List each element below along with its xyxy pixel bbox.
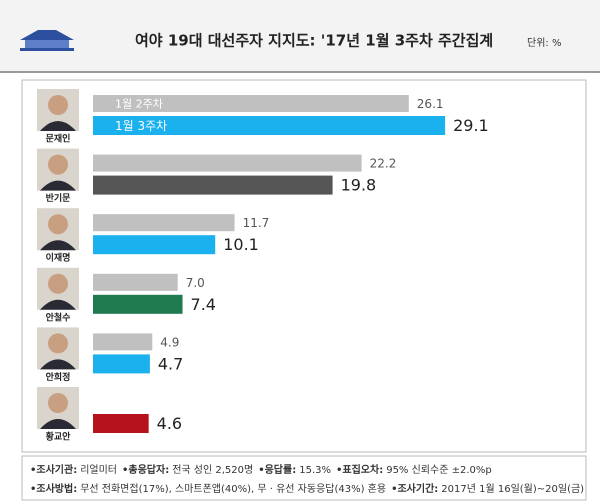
value-label: 4.7 bbox=[158, 354, 183, 373]
portrait-head bbox=[48, 273, 68, 294]
bar bbox=[93, 175, 333, 195]
bar bbox=[93, 235, 216, 255]
portrait bbox=[37, 208, 79, 251]
bar bbox=[93, 116, 446, 135]
portrait bbox=[37, 327, 79, 370]
value-label: 19.8 bbox=[341, 176, 377, 195]
note-text: 95% 신뢰수준 ±2.0%p bbox=[386, 464, 492, 476]
portrait-body bbox=[40, 419, 76, 429]
portrait-head bbox=[48, 393, 68, 413]
legend-label: 1월 2주차 bbox=[115, 98, 163, 111]
bar bbox=[93, 154, 362, 172]
value-label: 7.0 bbox=[186, 276, 205, 290]
value-label: 4.9 bbox=[160, 335, 179, 349]
category-label: 안철수 bbox=[46, 311, 71, 323]
portrait-head bbox=[48, 95, 68, 115]
note-text: 2017년 1월 16일(월)~20일(금) bbox=[441, 483, 584, 495]
value-label: 7.4 bbox=[191, 295, 216, 314]
note-text: 무선 전화면접(17%), 스마트폰앱(40%), 무 · 유선 자동응답(43… bbox=[80, 482, 386, 495]
category-label: 안희정 bbox=[46, 371, 71, 383]
logo bbox=[20, 30, 74, 51]
note-label: •총응답자: bbox=[122, 463, 169, 476]
note-label: •조사기관: bbox=[30, 463, 77, 476]
portrait-head bbox=[48, 154, 68, 175]
notes-frame bbox=[21, 455, 587, 501]
bar bbox=[93, 414, 149, 433]
portrait-body bbox=[40, 180, 76, 191]
chart-title: 여야 19대 대선주자 지지도: '17년 1월 3주차 주간집계 bbox=[135, 32, 493, 50]
value-label: 10.1 bbox=[223, 235, 259, 254]
note-text: 15.3% bbox=[299, 465, 331, 476]
note-line: •조사방법: 무선 전화면접(17%), 스마트폰앱(40%), 무 · 유선 자… bbox=[30, 482, 584, 495]
portrait bbox=[37, 267, 79, 310]
plot-frame bbox=[21, 79, 587, 453]
portrait-head bbox=[48, 333, 68, 354]
portrait-head bbox=[48, 214, 68, 235]
category-label: 황교안 bbox=[46, 431, 72, 443]
value-label: 26.1 bbox=[417, 97, 444, 111]
note-text: 전국 성인 2,520명 bbox=[172, 464, 253, 476]
note-label: •표집오차: bbox=[336, 463, 383, 476]
bar bbox=[93, 273, 178, 291]
portrait-body bbox=[40, 240, 76, 251]
note-label: •응답률: bbox=[258, 464, 296, 476]
note-label: •조사기간: bbox=[391, 482, 438, 495]
portrait bbox=[37, 148, 79, 191]
portrait bbox=[37, 89, 79, 131]
header-band bbox=[0, 0, 600, 72]
note-label: •조사방법: bbox=[30, 482, 77, 495]
bar bbox=[93, 354, 150, 374]
bar bbox=[93, 214, 235, 232]
portrait-body bbox=[40, 121, 76, 131]
value-label: 11.7 bbox=[243, 216, 270, 230]
bar bbox=[93, 333, 153, 351]
value-label: 29.1 bbox=[453, 116, 489, 135]
bar bbox=[93, 95, 409, 112]
category-label: 이재명 bbox=[46, 252, 71, 264]
portrait bbox=[37, 387, 79, 429]
category-label: 문재인 bbox=[46, 133, 71, 145]
bar bbox=[93, 294, 183, 314]
note-text: 리얼미터 bbox=[80, 464, 117, 476]
portrait-body bbox=[40, 299, 76, 310]
legend-label: 1월 3주차 bbox=[115, 119, 167, 133]
unit-label: 단위: % bbox=[527, 36, 561, 49]
portrait-body bbox=[40, 359, 76, 370]
note-line: •조사기관: 리얼미터 •총응답자: 전국 성인 2,520명 •응답률: 15.3% •표… bbox=[30, 463, 492, 476]
value-label: 22.2 bbox=[370, 157, 397, 171]
value-label: 4.6 bbox=[157, 414, 182, 433]
category-label: 반기문 bbox=[46, 192, 71, 204]
